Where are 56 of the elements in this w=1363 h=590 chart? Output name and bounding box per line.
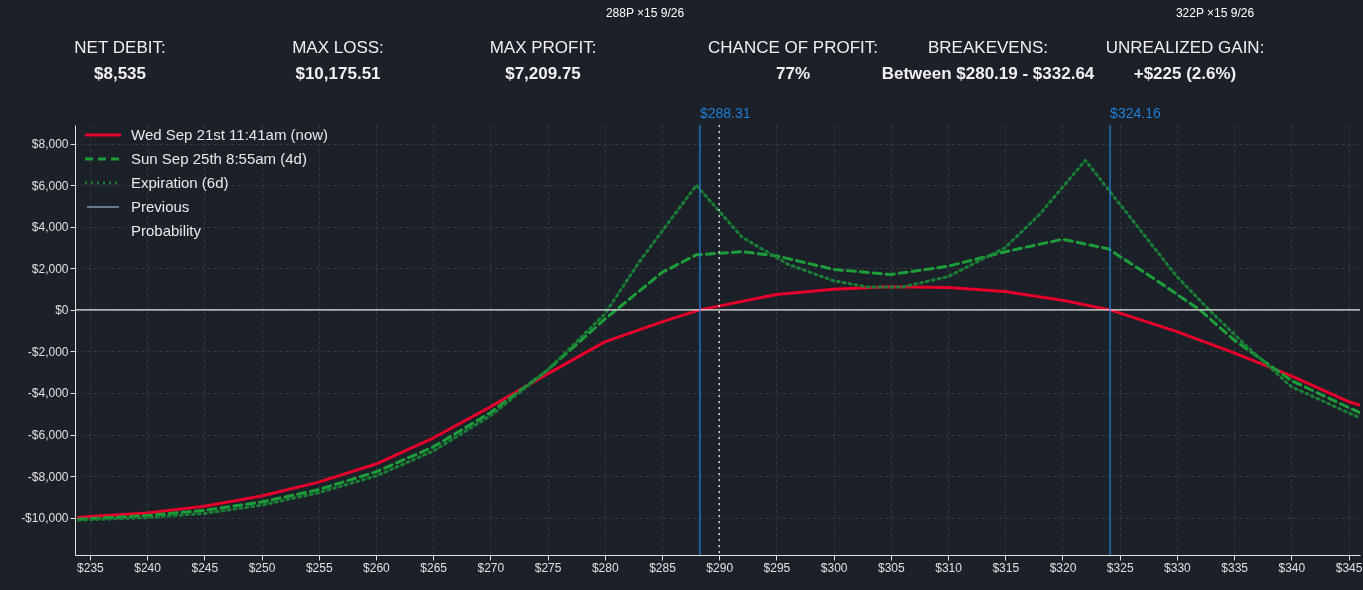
x-tick-label: $330 (1164, 560, 1192, 575)
line-series (76, 285, 1360, 520)
text: 77% (775, 64, 811, 83)
y-tick-label: -$10,000 (21, 511, 69, 526)
x-tick-label: $270 (477, 560, 505, 575)
legend-label: Expiration (6d) (131, 174, 229, 191)
x-tick-label: $320 (1049, 560, 1077, 575)
legend-label: Wed Sep 21st 11:41am (now) (131, 126, 329, 143)
x-tick-label: $345 (1335, 560, 1363, 575)
text: MAX PROFIT: (489, 38, 597, 57)
x-tick-label: $340 (1278, 560, 1306, 575)
y-tick-label: -$8,000 (27, 469, 69, 484)
ref-line-label: $288.31 (699, 105, 751, 121)
y-tick-label: -$4,000 (27, 386, 69, 401)
x-tick-label: $275 (534, 560, 562, 575)
text: UNREALIZED GAIN: (1105, 38, 1265, 57)
x-tick-label: $255 (305, 560, 333, 575)
y-tick-label: $8,000 (31, 137, 69, 152)
x-tick-label: $310 (935, 560, 963, 575)
x-tick-label: $265 (420, 560, 448, 575)
text: CHANCE OF PROFIT: (707, 38, 879, 57)
x-tick-label: $250 (248, 560, 276, 575)
y-tick-label: -$2,000 (27, 344, 69, 359)
text: 322P ×15 9/26 (1175, 6, 1255, 20)
x-tick-label: $280 (591, 560, 619, 575)
y-tick-label: $2,000 (31, 261, 69, 276)
x-tick-label: $235 (77, 560, 105, 575)
ref-line-label: $324.16 (1110, 105, 1161, 121)
x-tick-label: $290 (706, 560, 734, 575)
legend-label: Sun Sep 25th 8:55am (4d) (131, 150, 307, 167)
annotation: Probability (131, 222, 202, 239)
text: NET DEBIT: (74, 38, 166, 57)
x-tick-label: $245 (191, 560, 219, 575)
text: $7,209.75 (505, 64, 581, 83)
text: MAX LOSS: (292, 38, 384, 57)
x-tick-label: $325 (1106, 560, 1134, 575)
x-tick-label: $260 (363, 560, 391, 575)
x-tick-label: $305 (878, 560, 906, 575)
y-tick-label: $4,000 (31, 220, 69, 235)
text: +$225 (2.6%) (1133, 64, 1237, 83)
y-tick-label: $6,000 (31, 178, 69, 193)
x-tick-label: $240 (134, 560, 162, 575)
x-tick-label: $285 (649, 560, 677, 575)
text: 288P ×15 9/26 (605, 6, 685, 20)
annotation: Previous (131, 198, 190, 215)
x-tick-label: $295 (763, 560, 791, 575)
line-series (76, 237, 1360, 521)
text: $8,535 (94, 64, 146, 83)
x-tick-label: $315 (992, 560, 1020, 575)
text: $10,175.51 (295, 64, 381, 83)
x-tick-label: $335 (1221, 560, 1249, 575)
y-tick-label: $0 (55, 303, 69, 318)
x-tick-label: $300 (820, 560, 848, 575)
y-tick-label: -$6,000 (27, 428, 69, 443)
text: BREAKEVENS: (928, 38, 1048, 57)
text: Between $280.19 - $332.64 (881, 64, 1095, 83)
